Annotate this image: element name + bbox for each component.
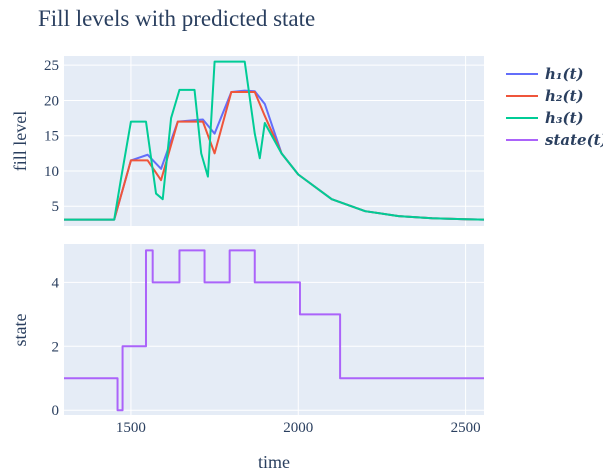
top-panel: 5 10 15 20 25 fill level xyxy=(10,56,485,226)
bottom-y-axis-title: state xyxy=(10,314,30,347)
x-axis-title: time xyxy=(258,452,290,472)
series-line-bottom-0 xyxy=(64,249,484,412)
top-y-tick-label: 20 xyxy=(44,93,59,109)
chart-title: Fill levels with predicted state xyxy=(38,6,315,31)
bottom-y-ticks: 0 2 4 xyxy=(52,275,60,419)
legend-label: h₂(t) xyxy=(545,87,584,105)
bottom-panel: 0 2 4 state xyxy=(10,244,484,419)
top-y-tick-label: 5 xyxy=(52,199,60,215)
top-y-tick-label: 15 xyxy=(44,129,59,145)
x-tick-label: 1500 xyxy=(116,420,146,436)
legend-label: h₃(t) xyxy=(545,109,584,127)
top-y-tick-label: 10 xyxy=(44,164,59,180)
top-y-ticks: 5 10 15 20 25 xyxy=(44,58,59,215)
x-tick-label: 2000 xyxy=(283,420,313,436)
bottom-y-tick-label: 0 xyxy=(52,403,60,419)
series-line-top-2 xyxy=(64,60,485,221)
top-series-lines xyxy=(64,60,485,221)
x-ticks: 1500 2000 2500 xyxy=(116,420,481,436)
bottom-series-lines xyxy=(64,249,484,412)
legend: h₁(t) h₂(t) h₃(t) state(t) xyxy=(506,65,603,149)
bottom-y-tick-label: 2 xyxy=(52,339,60,355)
top-y-tick-label: 25 xyxy=(44,58,59,74)
top-y-axis-title: fill level xyxy=(10,111,30,171)
x-tick-label: 2500 xyxy=(451,420,481,436)
legend-label: state(t) xyxy=(545,131,603,149)
bottom-plot-background xyxy=(64,244,484,415)
legend-label: h₁(t) xyxy=(545,65,584,83)
bottom-y-tick-label: 4 xyxy=(52,275,60,291)
